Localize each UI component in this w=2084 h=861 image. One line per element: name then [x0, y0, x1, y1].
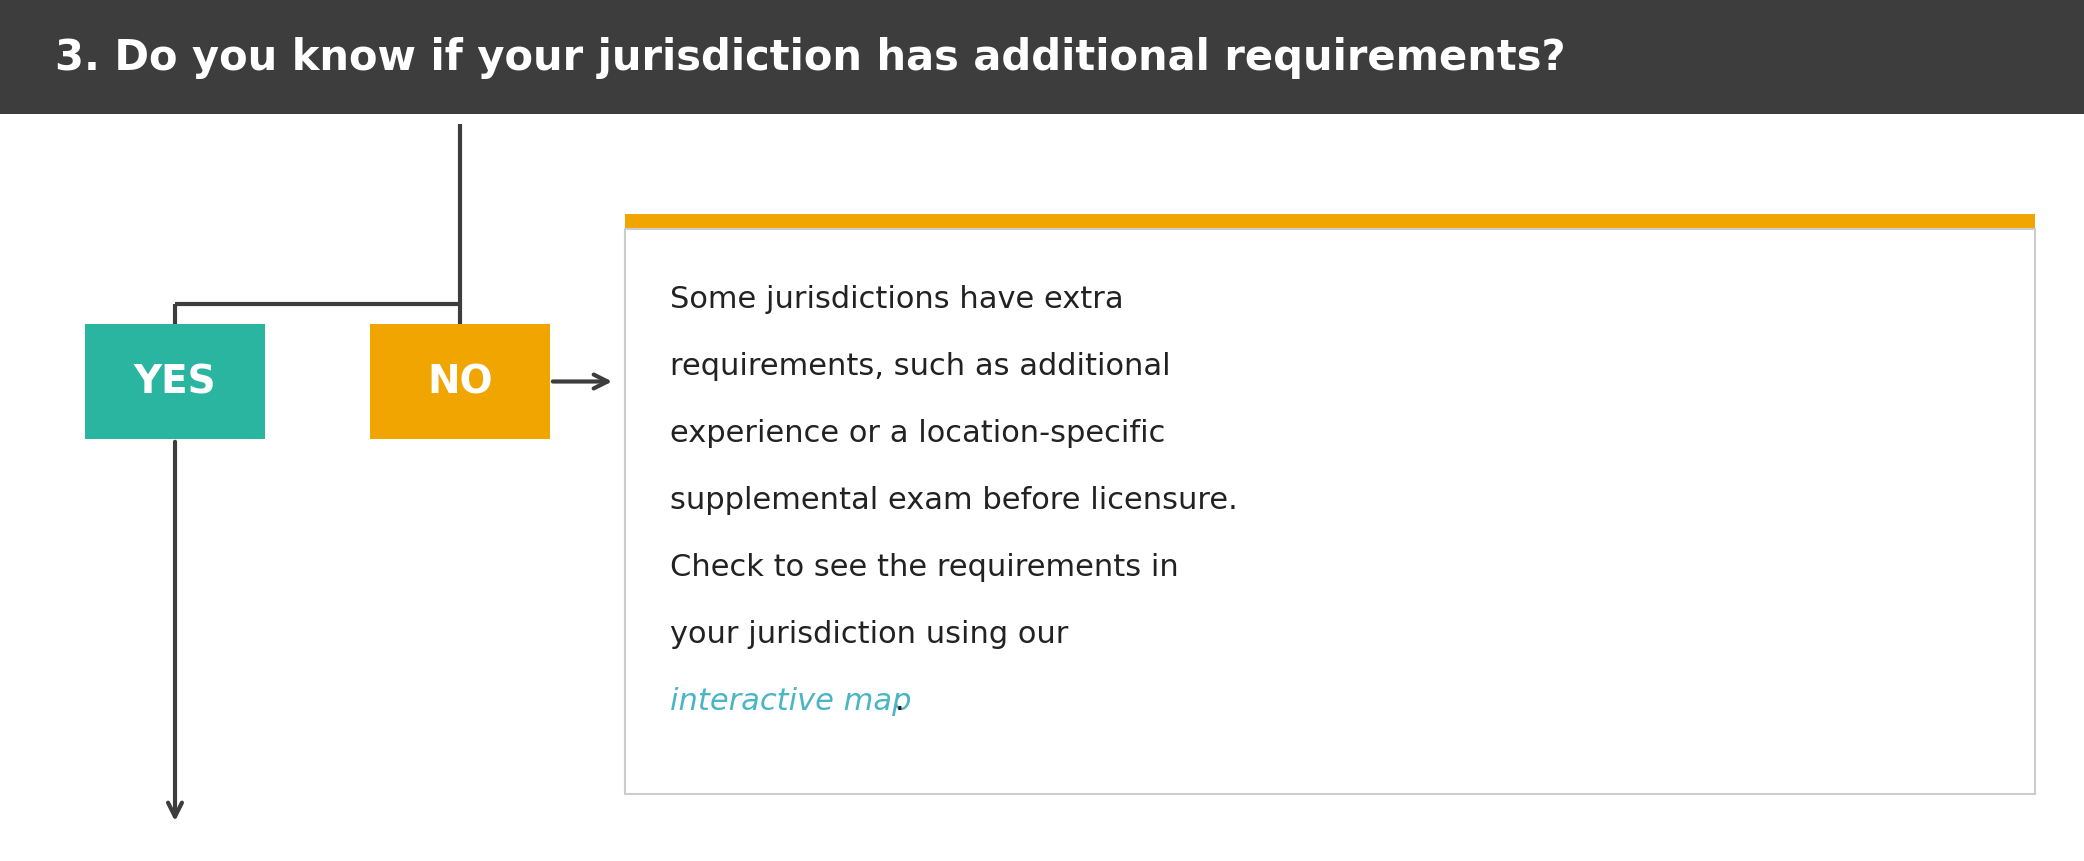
FancyBboxPatch shape	[625, 214, 2034, 230]
FancyBboxPatch shape	[85, 325, 265, 439]
Text: 3. Do you know if your jurisdiction has additional requirements?: 3. Do you know if your jurisdiction has …	[54, 36, 1565, 78]
FancyBboxPatch shape	[625, 230, 2034, 794]
Text: .: .	[894, 686, 904, 715]
FancyBboxPatch shape	[371, 325, 550, 439]
FancyBboxPatch shape	[0, 0, 2084, 115]
Text: supplemental exam before licensure.: supplemental exam before licensure.	[669, 486, 1238, 514]
Text: NO: NO	[427, 363, 492, 401]
Text: your jurisdiction using our: your jurisdiction using our	[669, 619, 1069, 648]
Text: interactive map: interactive map	[669, 686, 911, 715]
Text: YES: YES	[133, 363, 217, 401]
Text: requirements, such as additional: requirements, such as additional	[669, 351, 1171, 381]
Text: Check to see the requirements in: Check to see the requirements in	[669, 553, 1180, 581]
Text: Some jurisdictions have extra: Some jurisdictions have extra	[669, 285, 1123, 313]
Text: experience or a location-specific: experience or a location-specific	[669, 418, 1165, 448]
